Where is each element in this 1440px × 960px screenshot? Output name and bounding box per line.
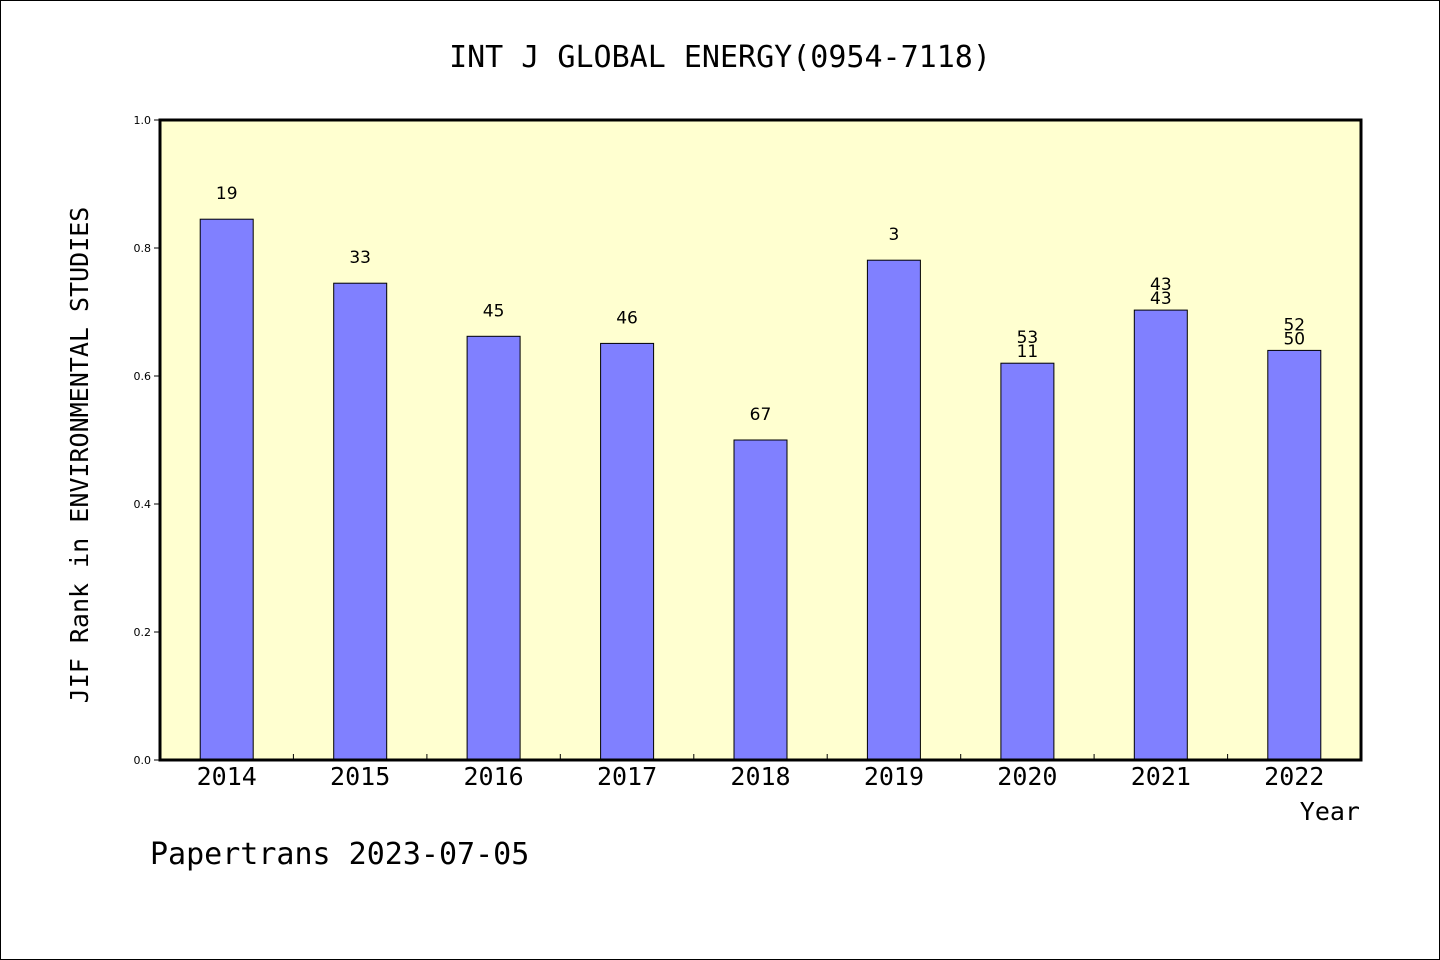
x-tick-label: 2022	[1264, 762, 1324, 791]
x-tick-label: 2020	[997, 762, 1057, 791]
y-tick-label: 0.2	[134, 626, 152, 639]
bar-2022	[1267, 349, 1322, 761]
bar-2020	[1000, 362, 1055, 761]
x-tick-label: 2014	[197, 762, 257, 791]
chart-title: INT J GLOBAL ENERGY(0954-7118)	[449, 40, 991, 75]
x-tick-label: 2021	[1131, 762, 1191, 791]
x-tick-label: 2017	[597, 762, 657, 791]
footer-credit: Papertrans 2023-07-05	[150, 837, 529, 872]
bar-value-label: 52	[1283, 315, 1305, 335]
y-tick-label: 0.4	[134, 498, 152, 511]
bar-value-label: 3	[889, 225, 900, 245]
x-ticks-group: 2014 2015 2016 2017 2018 2019 2020 2021 2022	[197, 754, 1324, 791]
bar-value-label: 43	[1150, 275, 1172, 295]
bar-2016	[466, 335, 521, 761]
bar-2015	[333, 282, 388, 761]
x-tick-label: 2019	[864, 762, 924, 791]
bar-value-label: 53	[1017, 328, 1039, 348]
bars-group	[199, 218, 1322, 761]
x-tick-label: 2015	[330, 762, 390, 791]
y-axis-label: JIF Rank in ENVIRONMENTAL STUDIES	[65, 207, 94, 704]
bar-value-label: 45	[483, 301, 505, 321]
bar-value-label: 33	[349, 248, 371, 268]
y-tick-label: 0.8	[134, 242, 152, 255]
bar-value-label: 46	[616, 308, 638, 328]
y-tick-label: 0.0	[134, 754, 152, 767]
y-tick-label: 1.0	[134, 114, 152, 127]
y-ticks-group: 0.0 0.2 0.4 0.6 0.8 1.0	[134, 114, 160, 767]
bar-2017	[600, 342, 655, 761]
x-tick-label: 2016	[464, 762, 524, 791]
y-tick-label: 0.6	[134, 370, 152, 383]
bar-value-label: 50	[1283, 329, 1305, 349]
bar-2021	[1133, 309, 1188, 761]
bar-value-label: 19	[216, 184, 238, 204]
x-tick-label: 2018	[730, 762, 790, 791]
bar-2018	[733, 439, 788, 761]
bar-value-label: 11	[1017, 342, 1039, 362]
bar-value-label: 43	[1150, 289, 1172, 309]
bar-2014	[199, 218, 254, 761]
x-axis-label: Year	[1300, 797, 1360, 826]
bar-2019	[866, 259, 921, 761]
plot-border	[158, 118, 1363, 762]
bar-value-label: 67	[750, 405, 772, 425]
